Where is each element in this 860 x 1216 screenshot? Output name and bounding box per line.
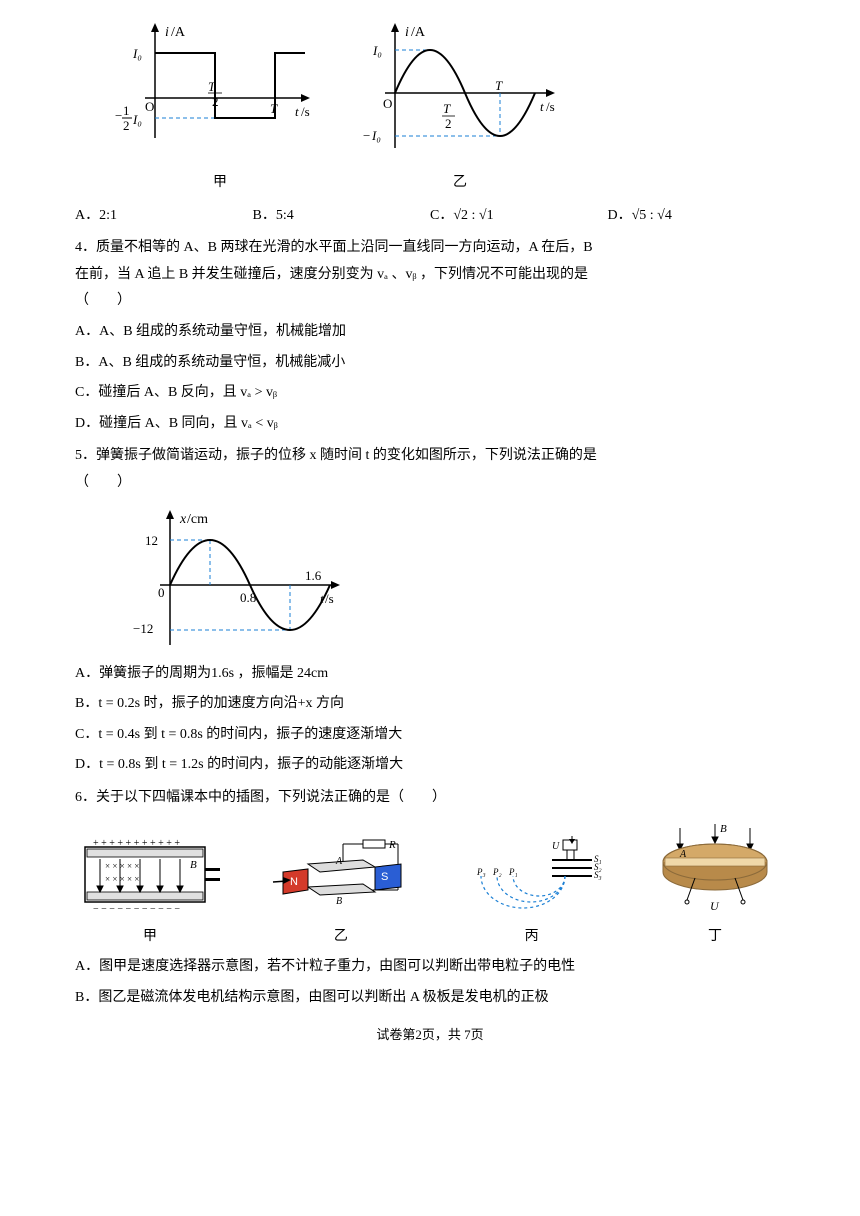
svg-text:−: −	[363, 128, 370, 143]
svg-text:i: i	[405, 25, 409, 40]
svg-text:S₃: S₃	[594, 870, 602, 880]
svg-text:1.6: 1.6	[305, 568, 322, 583]
q6-fig-yi: R A B N S 乙	[263, 832, 418, 951]
q4-option-a: A．A、B 组成的系统动量守恒，机械能增加	[75, 319, 785, 346]
q5: 5．弹簧振子做简谐运动，振子的位移 x 随时间 t 的变化如图所示，下列说法正确…	[75, 443, 785, 496]
figure-jia: i /A I₀ O − 1 2 I₀ T 2 T t /s 甲	[115, 18, 325, 197]
q3-option-b: B．5:4	[253, 203, 431, 230]
svg-text:2: 2	[212, 94, 219, 109]
svg-text:O: O	[145, 99, 154, 114]
q6-fig-bing-cap: 丙	[525, 924, 539, 951]
q5-option-a: A．弹簧振子的周期为1.6s ，振幅是 24cm	[75, 661, 785, 688]
q6-fig-bing: U S₁ S₂ S₃ P₃ P₂ P₁ 丙	[457, 832, 607, 951]
q6-fig-ding-cap: 丁	[708, 924, 722, 951]
svg-text:i: i	[165, 25, 169, 40]
svg-text:t: t	[540, 99, 544, 114]
q4: 4．质量不相等的 A、B 两球在光滑的水平面上沿同一直线同一方向运动，A 在后，…	[75, 235, 785, 437]
svg-text:/A: /A	[171, 25, 186, 40]
velocity-selector-svg: + + + + + + + + + + + − − − − − − − − − …	[75, 832, 225, 922]
svg-text:I₀: I₀	[371, 128, 381, 143]
q6-option-a: A．图甲是速度选择器示意图，若不计粒子重力，由图可以判断出带电粒子的电性	[75, 954, 785, 981]
mhd-generator-svg: R A B N S	[263, 832, 418, 922]
svg-text:t: t	[320, 591, 324, 606]
q5-option-b: B．t = 0.2s 时，振子的加速度方向沿+x 方向	[75, 691, 785, 718]
q6-option-b: B．图乙是磁流体发电机结构示意图，由图可以判断出 A 极板是发电机的正极	[75, 985, 785, 1012]
q3-figure-row: i /A I₀ O − 1 2 I₀ T 2 T t /s 甲	[115, 18, 785, 197]
svg-text:T: T	[443, 101, 451, 116]
svg-text:/A: /A	[411, 25, 426, 40]
q5-figure: x /cm 12 −12 0 0.8 1.6 t /s	[125, 505, 785, 655]
svg-text:T: T	[270, 101, 278, 116]
svg-text:P₁: P₁	[508, 867, 518, 877]
svg-text:12: 12	[145, 533, 158, 548]
svg-text:2: 2	[123, 118, 130, 133]
q4-stem-3: （ ）	[75, 288, 785, 315]
q4-stem-1: 4．质量不相等的 A、B 两球在光滑的水平面上沿同一直线同一方向运动，A 在后，…	[75, 235, 785, 262]
svg-text:× × × × ×: × × × × ×	[105, 861, 139, 871]
q3-options: A．2:1 B．5:4 C．√2 : √1 D．√5 : √4	[75, 203, 785, 230]
svg-text:x: x	[179, 512, 187, 527]
svg-text:−: −	[115, 108, 122, 123]
q5-option-c: C．t = 0.4s 到 t = 0.8s 的时间内，振子的速度逐渐增大	[75, 722, 785, 749]
svg-text:t: t	[295, 104, 299, 119]
svg-text:1: 1	[123, 103, 130, 118]
svg-text:/s: /s	[301, 104, 310, 119]
svg-text:−12: −12	[133, 621, 153, 636]
q5-stem-2: （ ）	[75, 470, 785, 497]
disc-hall-svg: B A U	[645, 822, 785, 922]
q6-fig-jia-cap: 甲	[143, 924, 157, 951]
q5-stem-1: 5．弹簧振子做简谐运动，振子的位移 x 随时间 t 的变化如图所示，下列说法正确…	[75, 443, 785, 470]
svg-text:− − − − − − − − − − −: − − − − − − − − − − −	[93, 904, 180, 915]
q6-fig-jia: + + + + + + + + + + + − − − − − − − − − …	[75, 832, 225, 951]
q4-option-c: C．碰撞后 A、B 反向，且 vₐ > vᵦ	[75, 380, 785, 407]
figure-yi: i /A I₀ − I₀ O T 2 T t /s 乙	[355, 18, 565, 197]
shm-sine-svg: x /cm 12 −12 0 0.8 1.6 t /s	[125, 505, 345, 655]
q6: 6．关于以下四幅课本中的插图，下列说法正确的是（ ）	[75, 785, 785, 812]
svg-text:B: B	[336, 896, 342, 907]
q6-fig-yi-cap: 乙	[334, 924, 348, 951]
svg-text:I₀: I₀	[132, 46, 142, 61]
q6-fig-ding: B A U 丁	[645, 822, 785, 951]
q5-option-d: D．t = 0.8s 到 t = 1.2s 的时间内，振子的动能逐渐增大	[75, 752, 785, 779]
svg-text:P₃: P₃	[476, 867, 486, 877]
svg-text:A: A	[679, 849, 687, 860]
svg-text:/cm: /cm	[187, 512, 208, 527]
q4-stem-2: 在前，当 A 追上 B 并发生碰撞后，速度分别变为 vₐ 、vᵦ ，下列情况不可…	[75, 262, 785, 289]
svg-text:O: O	[383, 96, 392, 111]
figure-yi-caption: 乙	[453, 170, 467, 197]
svg-text:+ + + + + + + + + + +: + + + + + + + + + + +	[93, 838, 180, 849]
semicircle-device-svg: U S₁ S₂ S₃ P₃ P₂ P₁	[457, 832, 607, 922]
svg-text:S: S	[381, 871, 388, 883]
svg-text:U: U	[552, 841, 560, 852]
svg-text:N: N	[290, 876, 298, 888]
page-footer: 试卷第2页，共 7页	[75, 1023, 785, 1048]
svg-text:T: T	[495, 78, 503, 93]
svg-text:I₀: I₀	[372, 43, 382, 58]
q6-figures-row: + + + + + + + + + + + − − − − − − − − − …	[75, 822, 785, 951]
q6-stem: 6．关于以下四幅课本中的插图，下列说法正确的是（ ）	[75, 785, 785, 812]
svg-text:0.8: 0.8	[240, 590, 256, 605]
svg-text:A: A	[335, 856, 343, 867]
sine-wave-svg: i /A I₀ − I₀ O T 2 T t /s	[355, 18, 565, 168]
svg-text:/s: /s	[325, 591, 334, 606]
figure-jia-caption: 甲	[213, 170, 227, 197]
svg-text:0: 0	[158, 585, 165, 600]
svg-text:B: B	[190, 859, 197, 871]
svg-text:/s: /s	[546, 99, 555, 114]
svg-text:× × × × ×: × × × × ×	[105, 874, 139, 884]
svg-text:2: 2	[445, 116, 452, 131]
svg-text:I₀: I₀	[132, 112, 142, 127]
q3-option-c: C．√2 : √1	[430, 203, 608, 230]
svg-text:R: R	[388, 839, 396, 851]
svg-text:U: U	[710, 899, 720, 913]
q4-option-b: B．A、B 组成的系统动量守恒，机械能减小	[75, 350, 785, 377]
q3-option-a: A．2:1	[75, 203, 253, 230]
svg-text:T: T	[208, 79, 216, 94]
svg-text:P₂: P₂	[492, 867, 502, 877]
svg-text:B: B	[720, 823, 727, 835]
q3-option-d: D．√5 : √4	[608, 203, 786, 230]
q4-option-d: D．碰撞后 A、B 同向，且 vₐ < vᵦ	[75, 411, 785, 438]
square-wave-svg: i /A I₀ O − 1 2 I₀ T 2 T t /s	[115, 18, 325, 168]
